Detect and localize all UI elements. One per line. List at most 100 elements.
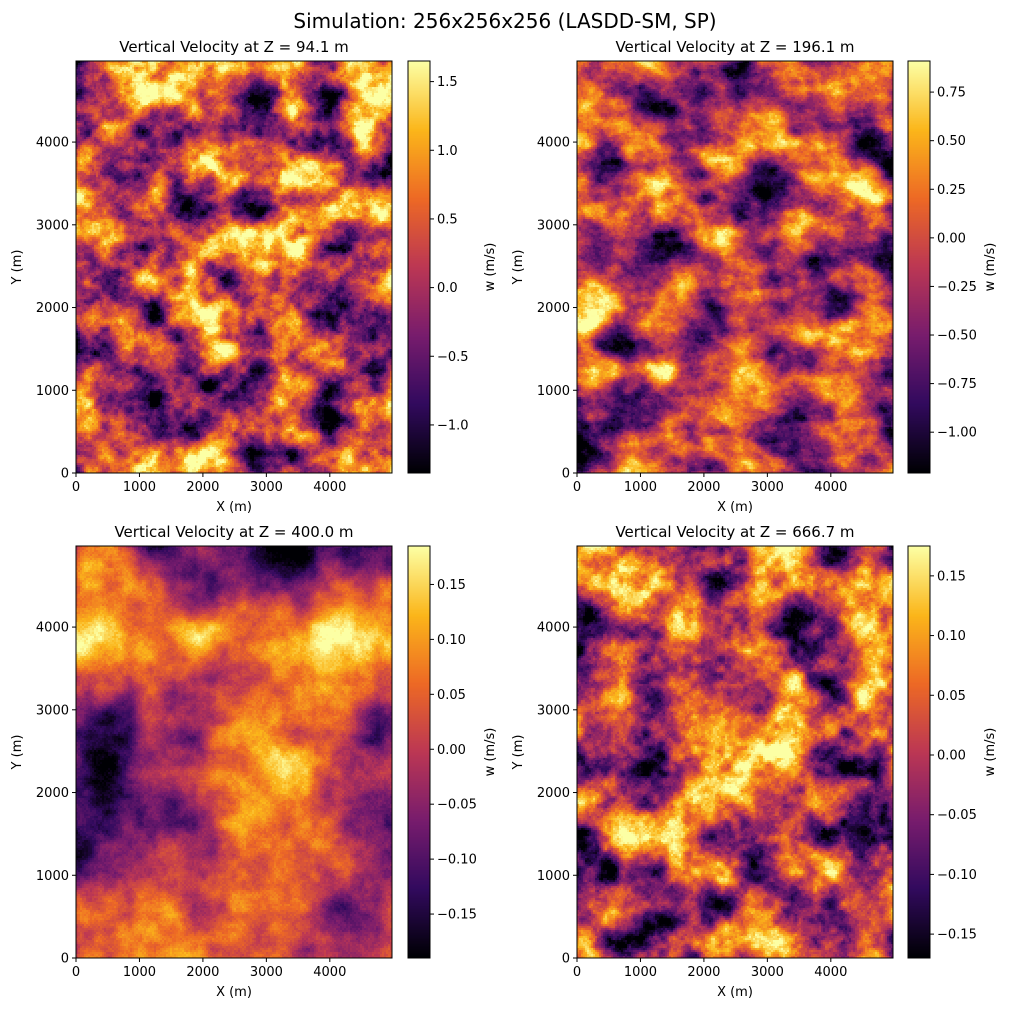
colorbar-tick-label: 0.15	[937, 569, 966, 584]
y-axis-label: Y (m)	[10, 735, 25, 771]
colorbar-tick-label: 0.00	[937, 231, 966, 246]
colorbar-label: w (m/s)	[983, 243, 998, 292]
colorbar-tick-label: −0.15	[937, 928, 977, 943]
panel-4: Vertical Velocity at Z = 666.7 m 0 1000 200…	[511, 523, 998, 1000]
colorbar-tick-label: 0.05	[437, 688, 466, 703]
x-tick-label: 4000	[313, 965, 346, 980]
colorbar-tick-label: 0.05	[937, 689, 966, 704]
x-tick-label: 2000	[186, 965, 219, 980]
heatmap-image	[76, 61, 392, 473]
colorbar-tick-label: −1.00	[937, 426, 977, 441]
colorbar-tick-label: −0.75	[937, 377, 977, 392]
x-tick-label: 2000	[186, 480, 219, 495]
colorbar-tick-label: −0.10	[437, 853, 477, 868]
panel-title: Vertical Velocity at Z = 196.1 m	[615, 38, 854, 56]
colorbar-label: w (m/s)	[983, 728, 998, 777]
x-tick-label: 4000	[814, 480, 847, 495]
panel-1: Vertical Velocity at Z = 94.1 m 0 1000 2000…	[10, 38, 498, 515]
y-axis-label: Y (m)	[10, 250, 25, 286]
colorbar	[408, 546, 430, 958]
colorbar-tick-label: 0.15	[437, 578, 466, 593]
colorbar-tick-label: −0.05	[437, 798, 477, 813]
colorbar-tick-label: 0.00	[937, 748, 966, 763]
y-tick-label: 0	[562, 952, 570, 967]
colorbar-frame	[407, 60, 431, 474]
y-tick-label: 4000	[36, 136, 69, 151]
figure-title: Simulation: 256x256x256 (LASDD-SM, SP)	[293, 9, 716, 33]
y-tick-label: 3000	[36, 703, 69, 718]
colorbar-tick-label: 0.25	[937, 183, 966, 198]
x-axis-label: X (m)	[717, 985, 753, 1000]
colorbar-tick-label: 0.0	[437, 281, 458, 296]
y-tick-label: 2000	[537, 786, 570, 801]
x-tick-label: 0	[573, 965, 581, 980]
colorbar-tick-label: −0.5	[437, 350, 469, 365]
panel-title: Vertical Velocity at Z = 94.1 m	[119, 38, 349, 56]
plot-frame	[75, 545, 393, 959]
colorbar-tick-label: −0.25	[937, 280, 977, 295]
colorbar	[908, 546, 930, 958]
plot-frame	[75, 60, 393, 474]
y-tick-label: 3000	[537, 703, 570, 718]
x-tick-label: 1000	[624, 965, 657, 980]
colorbar	[408, 61, 430, 473]
y-tick-label: 0	[61, 952, 69, 967]
y-tick-label: 2000	[537, 301, 570, 316]
plot-frame	[576, 545, 894, 959]
colorbar-label: w (m/s)	[483, 243, 498, 292]
x-tick-label: 3000	[250, 965, 283, 980]
panel-title: Vertical Velocity at Z = 666.7 m	[615, 523, 854, 541]
y-tick-label: 0	[562, 467, 570, 482]
x-tick-label: 0	[72, 965, 80, 980]
x-tick-label: 1000	[123, 480, 156, 495]
y-tick-label: 1000	[36, 869, 69, 884]
x-axis-label: X (m)	[717, 500, 753, 515]
x-axis-label: X (m)	[216, 985, 252, 1000]
y-tick-label: 3000	[537, 218, 570, 233]
heatmap-image	[577, 61, 893, 473]
y-tick-label: 2000	[36, 301, 69, 316]
colorbar-tick-label: 0.5	[437, 212, 458, 227]
y-tick-label: 1000	[537, 384, 570, 399]
panels: Vertical Velocity at Z = 94.1 m 0 1000 2000…	[10, 38, 998, 1000]
colorbar-tick-label: 1.5	[437, 75, 458, 90]
colorbar-tick-label: −0.50	[937, 329, 977, 344]
colorbar-frame	[907, 545, 931, 959]
colorbar-tick-label: 0.10	[437, 633, 466, 648]
y-tick-label: 3000	[36, 218, 69, 233]
panel-2: Vertical Velocity at Z = 196.1 m 0 1000 200…	[511, 38, 998, 515]
y-axis-label: Y (m)	[511, 250, 526, 286]
y-tick-label: 4000	[537, 136, 570, 151]
y-tick-label: 4000	[537, 621, 570, 636]
colorbar-tick-label: 0.00	[437, 743, 466, 758]
y-tick-label: 4000	[36, 621, 69, 636]
y-tick-label: 1000	[537, 869, 570, 884]
heatmap-image	[76, 546, 392, 958]
x-tick-label: 4000	[814, 965, 847, 980]
panel-3: Vertical Velocity at Z = 400.0 m 0 1000 200…	[10, 523, 498, 1000]
plot-frame	[576, 60, 894, 474]
colorbar	[908, 61, 930, 473]
colorbar-frame	[907, 60, 931, 474]
x-tick-label: 0	[573, 480, 581, 495]
colorbar-tick-label: −0.10	[937, 868, 977, 883]
colorbar-label: w (m/s)	[483, 728, 498, 777]
x-tick-label: 3000	[751, 480, 784, 495]
x-tick-label: 1000	[624, 480, 657, 495]
colorbar-tick-label: 0.10	[937, 629, 966, 644]
x-axis-label: X (m)	[216, 500, 252, 515]
y-tick-label: 2000	[36, 786, 69, 801]
x-tick-label: 3000	[250, 480, 283, 495]
colorbar-tick-label: −0.15	[437, 908, 477, 923]
colorbar-tick-label: −1.0	[437, 418, 469, 433]
x-tick-label: 2000	[687, 965, 720, 980]
y-tick-label: 1000	[36, 384, 69, 399]
colorbar-frame	[407, 545, 431, 959]
x-tick-label: 2000	[687, 480, 720, 495]
x-tick-label: 3000	[751, 965, 784, 980]
colorbar-tick-label: 1.0	[437, 144, 458, 159]
heatmap-image	[577, 546, 893, 958]
y-tick-label: 0	[61, 467, 69, 482]
y-axis-label: Y (m)	[511, 735, 526, 771]
